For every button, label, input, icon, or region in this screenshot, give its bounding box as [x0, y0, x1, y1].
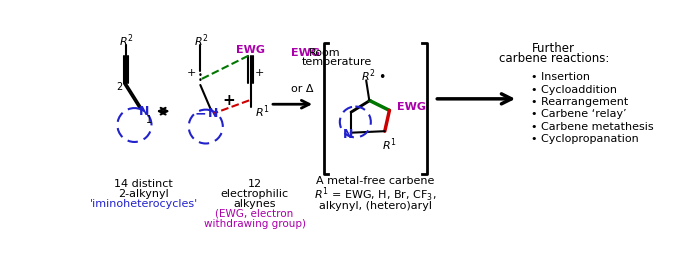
Text: 1: 1: [146, 115, 152, 125]
Text: or Δ: or Δ: [291, 84, 314, 94]
Text: A metal-free carbene: A metal-free carbene: [316, 176, 435, 186]
Text: • Carbene ‘relay’: • Carbene ‘relay’: [532, 109, 627, 119]
Text: •: •: [198, 71, 203, 80]
Text: +: +: [255, 68, 264, 78]
Text: withdrawing group): withdrawing group): [203, 219, 306, 229]
Text: $R^2$: $R^2$: [194, 32, 209, 49]
Text: N: N: [342, 128, 353, 141]
Text: 2: 2: [116, 82, 122, 91]
Text: $R^2$: $R^2$: [119, 32, 134, 49]
Text: 'iminoheterocycles': 'iminoheterocycles': [90, 199, 198, 208]
Text: (EWG, electron: (EWG, electron: [216, 208, 294, 219]
Text: • Cycloaddition: • Cycloaddition: [532, 85, 617, 95]
Text: •: •: [198, 76, 203, 85]
Text: $R^1$ = EWG, H, Br, CF$_3$,: $R^1$ = EWG, H, Br, CF$_3$,: [314, 186, 437, 204]
Text: +: +: [223, 93, 236, 108]
Text: N: N: [208, 107, 219, 120]
Text: temperature: temperature: [302, 57, 372, 67]
Text: $R^2$: $R^2$: [361, 67, 375, 84]
Text: • Insertion: • Insertion: [532, 72, 590, 82]
Text: 14 distinct: 14 distinct: [114, 178, 173, 189]
Text: EWG: EWG: [236, 45, 265, 55]
Text: alkynyl, (hetero)aryl: alkynyl, (hetero)aryl: [319, 201, 432, 211]
Text: −: −: [195, 106, 206, 120]
Text: electrophilic: electrophilic: [221, 189, 288, 199]
Text: • Carbene metathesis: • Carbene metathesis: [532, 121, 654, 132]
Text: Room: Room: [309, 48, 340, 58]
Text: • Cyclopropanation: • Cyclopropanation: [532, 134, 639, 144]
Text: $R^1$: $R^1$: [382, 137, 397, 153]
Text: 2-alkynyl: 2-alkynyl: [119, 189, 169, 199]
Text: N: N: [139, 105, 150, 118]
Text: 12: 12: [247, 178, 262, 189]
Text: • Rearrangement: • Rearrangement: [532, 97, 629, 107]
Text: $R^1$: $R^1$: [255, 104, 269, 120]
Text: •: •: [378, 71, 386, 84]
Text: EWG: EWG: [397, 102, 426, 112]
Text: carbene reactions:: carbene reactions:: [499, 52, 609, 64]
Text: EWG: EWG: [291, 48, 320, 58]
Text: Further: Further: [532, 41, 575, 55]
Text: +: +: [187, 68, 197, 78]
Text: alkynes: alkynes: [234, 199, 276, 208]
